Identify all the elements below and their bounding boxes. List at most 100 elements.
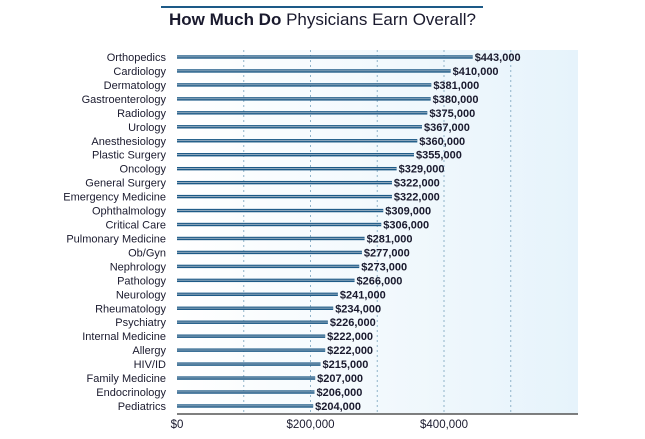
bar-highlight <box>177 321 328 323</box>
bar <box>177 306 334 310</box>
category-label: Pulmonary Medicine <box>66 233 166 245</box>
category-label: Gastroenterology <box>82 94 167 106</box>
value-label: $222,000 <box>327 345 373 357</box>
value-label: $367,000 <box>424 122 470 134</box>
value-label: $207,000 <box>317 373 363 385</box>
bar <box>177 292 338 297</box>
x-tick-label: $200,000 <box>287 419 335 431</box>
bar-highlight <box>177 251 362 253</box>
category-label: Neurology <box>116 289 167 301</box>
title-rule <box>161 6 483 8</box>
bar-highlight <box>177 98 431 100</box>
value-label: $273,000 <box>361 261 407 273</box>
bar <box>177 125 422 129</box>
value-label: $215,000 <box>323 359 369 371</box>
category-label: Pediatrics <box>118 401 167 413</box>
bar <box>177 390 315 394</box>
category-label: Plastic Surgery <box>92 150 166 162</box>
bar <box>177 236 365 241</box>
value-label: $322,000 <box>394 192 440 204</box>
grid-lines <box>243 50 512 414</box>
bar-highlight <box>177 126 422 128</box>
value-label: $380,000 <box>433 94 479 106</box>
category-label: Anesthesiology <box>91 136 166 148</box>
bar-highlight <box>177 405 314 407</box>
category-label: Psychiatry <box>115 317 166 329</box>
bar <box>177 264 360 269</box>
bar-highlight <box>177 112 428 114</box>
value-label: $329,000 <box>399 164 445 176</box>
bar <box>177 166 397 171</box>
x-tick-label: $0 <box>171 419 184 431</box>
value-labels: $443,000 $410,000 $381,000 $380,000 $375,000… <box>315 52 520 413</box>
bar-highlight <box>177 140 418 142</box>
value-label: $306,000 <box>383 220 429 232</box>
bar <box>177 69 451 73</box>
bar <box>177 278 355 283</box>
bar <box>177 250 362 255</box>
category-label: Dermatology <box>104 80 167 92</box>
category-label: Cardiology <box>113 66 166 78</box>
title-bold-part: How Much Do <box>168 10 282 29</box>
bar-highlight <box>177 349 326 351</box>
bar-highlight <box>177 265 360 267</box>
bar <box>177 153 414 157</box>
category-label: Ophthalmology <box>92 206 166 218</box>
value-label: $381,000 <box>433 80 479 92</box>
value-label: $234,000 <box>335 303 381 315</box>
category-label: Orthopedics <box>107 52 167 64</box>
bar-highlight <box>177 56 473 58</box>
x-tick-label: $400,000 <box>420 419 468 431</box>
bar-highlight <box>177 377 316 379</box>
bar-highlight <box>177 279 355 281</box>
value-label: $322,000 <box>394 178 440 190</box>
category-label: Allergy <box>132 345 166 357</box>
category-label: Oncology <box>120 164 167 176</box>
bar <box>177 83 432 87</box>
bar <box>177 194 392 199</box>
bars <box>177 55 473 408</box>
title-rest-part: Physicians Earn Overall? <box>286 10 477 29</box>
category-label: Rheumatology <box>95 303 166 315</box>
bar-highlight <box>177 293 338 295</box>
bar <box>177 334 326 338</box>
category-label: General Surgery <box>85 178 166 190</box>
bar <box>177 348 326 352</box>
bar-highlight <box>177 223 382 225</box>
bar <box>177 111 428 115</box>
category-label: Nephrology <box>110 261 167 273</box>
category-label: Family Medicine <box>87 373 166 385</box>
value-label: $277,000 <box>364 247 410 259</box>
bar-highlight <box>177 182 392 183</box>
bar-highlight <box>177 196 392 197</box>
bar <box>177 55 473 59</box>
chart-title: How Much Do Physicians Earn Overall? <box>0 10 645 30</box>
value-label: $375,000 <box>429 108 475 120</box>
bar-highlight <box>177 70 451 72</box>
bar <box>177 362 321 366</box>
bar <box>177 208 384 213</box>
bar <box>177 139 418 143</box>
category-label: Ob/Gyn <box>128 247 166 259</box>
bar-highlight <box>177 154 414 156</box>
value-label: $222,000 <box>327 331 373 343</box>
value-label: $206,000 <box>317 387 363 399</box>
category-label: Pathology <box>117 275 166 287</box>
bar-highlight <box>177 209 384 211</box>
category-label: HIV/ID <box>134 359 166 371</box>
value-label: $360,000 <box>419 136 465 148</box>
value-label: $241,000 <box>340 289 386 301</box>
x-tick-labels: $0 $200,000 $400,000 <box>171 419 468 431</box>
bar-highlight <box>177 307 334 309</box>
category-label: Critical Care <box>105 220 166 232</box>
category-label: Urology <box>128 122 166 134</box>
bar <box>177 376 316 380</box>
bar <box>177 404 314 408</box>
value-label: $355,000 <box>416 150 462 162</box>
value-label: $309,000 <box>385 206 431 218</box>
category-label: Endocrinology <box>96 387 166 399</box>
bar <box>177 97 431 101</box>
category-label: Radiology <box>117 108 166 120</box>
bar-highlight <box>177 363 321 365</box>
